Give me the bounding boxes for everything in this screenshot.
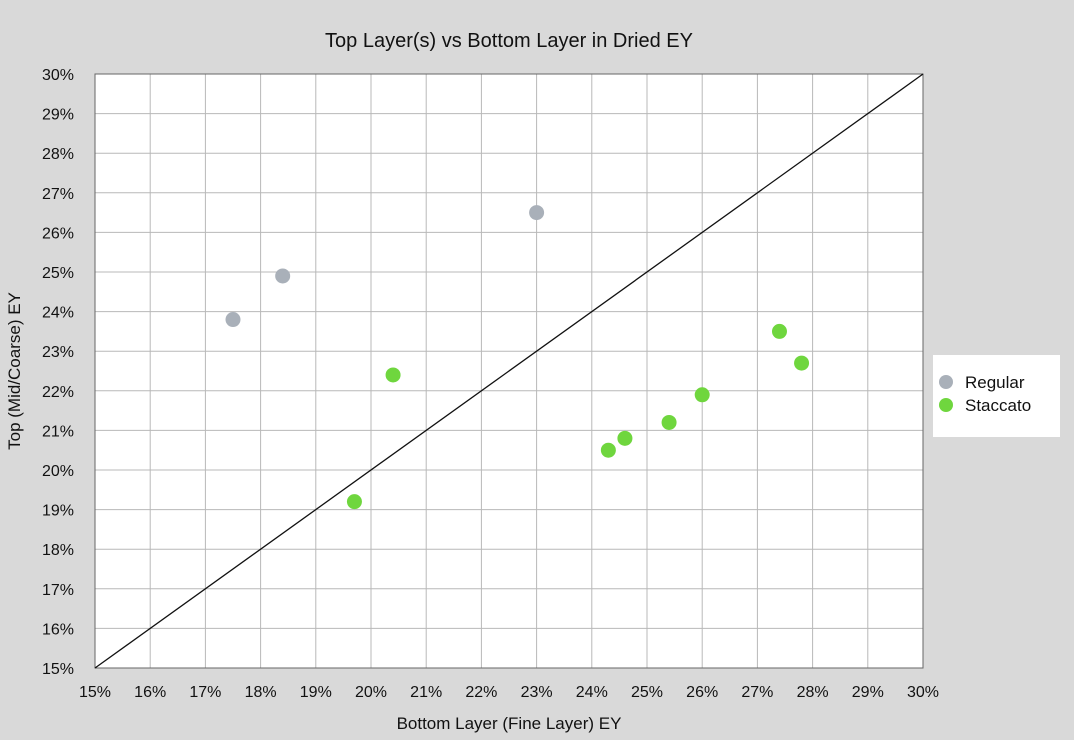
x-tick-label: 26%	[686, 684, 718, 701]
x-tick-label: 24%	[576, 684, 608, 701]
x-tick-label: 30%	[907, 684, 939, 701]
plot-border	[94, 73, 924, 669]
y-axis-label: Top (Mid/Coarse) EY	[5, 292, 24, 450]
chart-title: Top Layer(s) vs Bottom Layer in Dried EY	[325, 30, 693, 52]
legend: Regular Staccato	[933, 355, 1060, 437]
y-tick-label: 26%	[42, 225, 74, 242]
point-regular	[529, 205, 545, 221]
y-tick-label: 30%	[42, 67, 74, 84]
data-points	[225, 205, 810, 510]
x-tick-label: 17%	[189, 684, 221, 701]
x-tick-label: 18%	[245, 684, 277, 701]
y-tick-label: 21%	[42, 423, 74, 440]
legend-marker-regular	[939, 375, 953, 389]
y-tick-label: 20%	[42, 463, 74, 480]
point-staccato	[661, 414, 677, 430]
x-tick-label: 29%	[852, 684, 884, 701]
x-tick-label: 25%	[631, 684, 663, 701]
legend-marker-staccato	[939, 398, 953, 412]
y-tick-labels: 15% 16% 17% 18% 19% 20% 21% 22% 23% 24% 25% 26% 27% 2…	[42, 67, 74, 678]
point-staccato	[794, 355, 810, 371]
x-tick-label: 15%	[79, 684, 111, 701]
legend-label-regular: Regular	[965, 373, 1025, 392]
x-tick-label: 27%	[741, 684, 773, 701]
point-regular	[275, 268, 291, 284]
y-tick-label: 18%	[42, 542, 74, 559]
y-tick-label: 28%	[42, 146, 74, 163]
y-tick-label: 27%	[42, 186, 74, 203]
y-tick-label: 15%	[42, 661, 74, 678]
legend-label-staccato: Staccato	[965, 396, 1031, 415]
x-tick-label: 19%	[300, 684, 332, 701]
reference-line	[94, 73, 924, 669]
point-staccato	[771, 323, 787, 339]
x-tick-label: 21%	[410, 684, 442, 701]
legend-box	[933, 355, 1060, 437]
x-tick-label: 22%	[465, 684, 497, 701]
y-tick-label: 23%	[42, 344, 74, 361]
x-tick-label: 23%	[521, 684, 553, 701]
x-tick-label: 28%	[797, 684, 829, 701]
y-tick-label: 17%	[42, 582, 74, 599]
y-tick-label: 25%	[42, 265, 74, 282]
point-staccato	[694, 387, 710, 403]
y-tick-label: 16%	[42, 621, 74, 638]
x-tick-label: 16%	[134, 684, 166, 701]
point-staccato	[600, 442, 616, 458]
point-staccato	[385, 367, 401, 383]
reference-line-group	[94, 73, 924, 669]
y-tick-label: 24%	[42, 305, 74, 322]
point-staccato	[617, 430, 633, 446]
x-tick-label: 20%	[355, 684, 387, 701]
point-regular	[225, 312, 241, 328]
y-tick-label: 29%	[42, 107, 74, 124]
x-axis-label: Bottom Layer (Fine Layer) EY	[397, 714, 622, 733]
y-tick-label: 19%	[42, 503, 74, 520]
grid-lines	[95, 74, 923, 668]
y-tick-label: 22%	[42, 384, 74, 401]
point-staccato	[346, 494, 362, 510]
x-tick-labels: 15% 16% 17% 18% 19% 20% 21% 22% 23% 24% 25% 26% 27% 2…	[79, 684, 939, 701]
